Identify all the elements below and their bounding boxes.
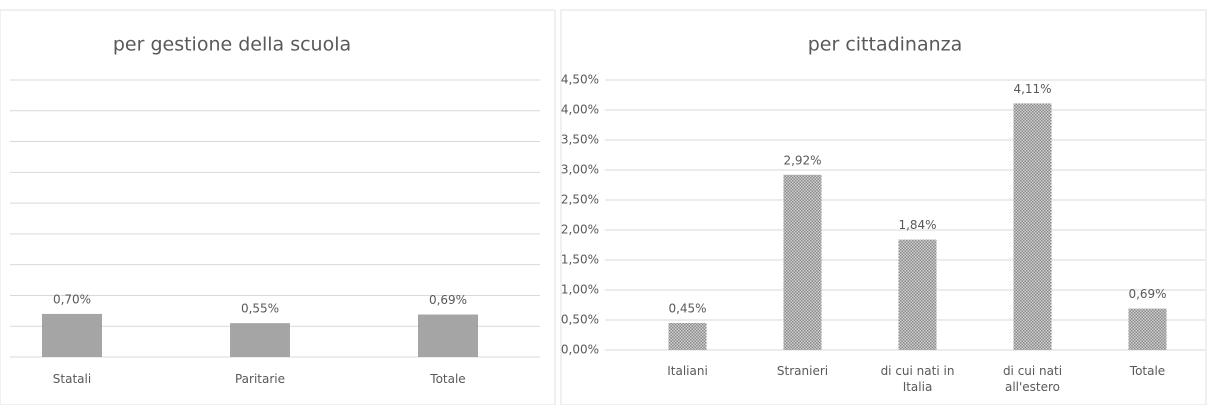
bar bbox=[783, 174, 822, 350]
panel-right bbox=[560, 9, 1207, 405]
x-label-box: Stranieri bbox=[776, 364, 829, 378]
x-label-box: Totale bbox=[1129, 364, 1166, 378]
y-tick-label: 4,00% bbox=[561, 103, 599, 117]
x-tick-label: Stranieri bbox=[776, 364, 829, 378]
x-tick-label: Statali bbox=[52, 372, 92, 386]
data-label: 4,11% bbox=[1013, 82, 1051, 96]
x-label-box: Statali bbox=[52, 372, 92, 386]
x-tick-label: Italiani bbox=[667, 364, 708, 378]
data-label: 0,55% bbox=[241, 302, 279, 316]
data-label: 1,84% bbox=[898, 218, 936, 232]
y-tick-label: 1,50% bbox=[561, 253, 599, 267]
y-tick-label: 1,00% bbox=[561, 283, 599, 297]
y-tick-label: 2,50% bbox=[561, 193, 599, 207]
x-label-box: Totale bbox=[430, 372, 466, 386]
bar bbox=[230, 323, 290, 357]
y-tick-label: 3,00% bbox=[561, 163, 599, 177]
y-tick-label: 0,00% bbox=[561, 343, 599, 357]
data-label: 0,70% bbox=[53, 292, 91, 306]
x-label-box: Paritarie bbox=[234, 372, 286, 386]
data-label: 0,69% bbox=[429, 293, 467, 307]
x-tick-label: Totale bbox=[1129, 364, 1166, 378]
y-tick-label: 2,00% bbox=[561, 223, 599, 237]
bar bbox=[1013, 103, 1052, 351]
chart-title: per gestione della scuola bbox=[113, 34, 351, 56]
data-label: 0,45% bbox=[668, 302, 706, 316]
y-tick-label: 0,50% bbox=[561, 313, 599, 327]
data-label: 2,92% bbox=[783, 153, 821, 167]
x-tick-label: di cui nati all'estero bbox=[1002, 364, 1063, 394]
x-label-box: Italiani bbox=[667, 364, 708, 378]
bar bbox=[898, 239, 937, 350]
bar bbox=[668, 323, 707, 350]
y-tick-label: 4,50% bbox=[561, 73, 599, 87]
bar bbox=[418, 314, 478, 357]
x-label-box: di cui nati in Italia bbox=[880, 364, 955, 394]
chart-title: per cittadinanza bbox=[808, 34, 963, 56]
bar bbox=[42, 313, 102, 357]
x-tick-label: di cui nati in Italia bbox=[880, 364, 955, 394]
x-label-box: di cui nati all'estero bbox=[1002, 364, 1063, 394]
y-tick-label: 3,50% bbox=[561, 133, 599, 147]
x-tick-label: Totale bbox=[430, 372, 466, 386]
x-tick-label: Paritarie bbox=[234, 372, 286, 386]
data-label: 0,69% bbox=[1128, 287, 1166, 301]
bar bbox=[1128, 308, 1167, 350]
